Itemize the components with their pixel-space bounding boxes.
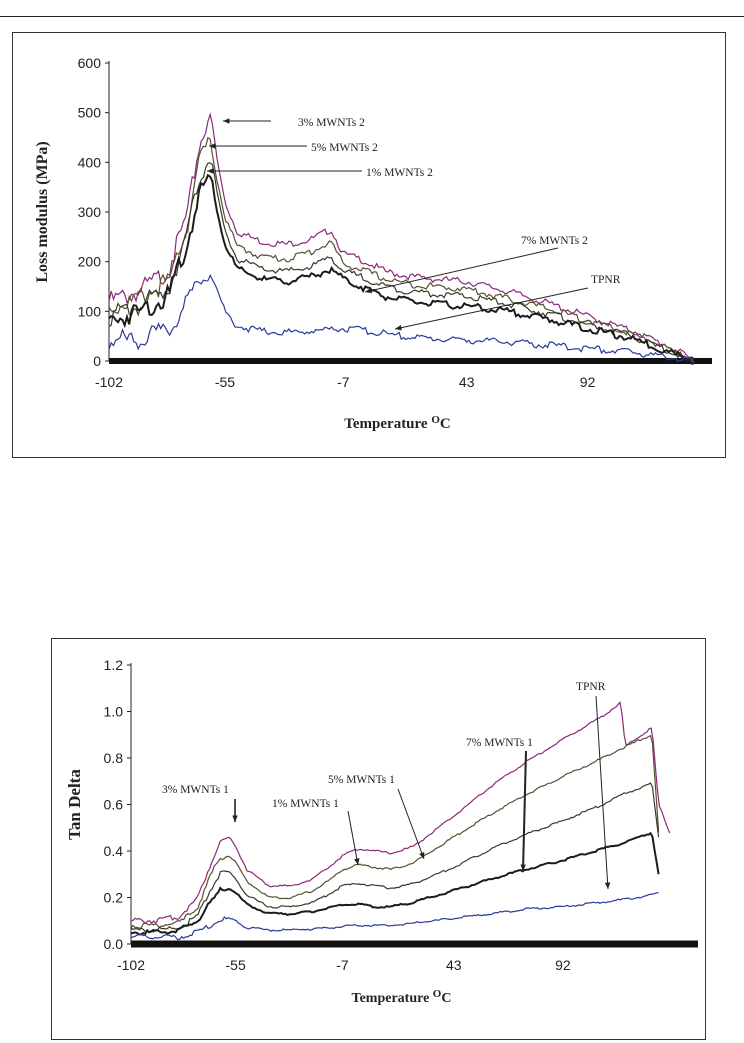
loss-modulus-series-5-mwnts-2 bbox=[108, 136, 695, 365]
tan-delta-y-tick-label: 0.8 bbox=[104, 750, 124, 766]
page-top-rule bbox=[0, 16, 744, 17]
arrow-7pct-mwnts-2-head bbox=[365, 287, 372, 294]
loss-modulus-chart: 0 100 200 300 400 500 600 -102 -55 -7 43 92 Loss mod… bbox=[34, 55, 712, 432]
tan-delta-x-axis-unit-c: C bbox=[441, 991, 451, 1006]
tan-delta-x-axis-title: Temperature OC bbox=[352, 988, 452, 1006]
tan-delta-chart-frame: 0.0 0.2 0.4 0.6 0.8 1.0 1.2 -102 -55 -7 43 92 Tan De… bbox=[51, 638, 706, 1040]
tan-delta-x-tick-label: -102 bbox=[117, 957, 145, 973]
annotation-3pct-mwnts-1: 3% MWNTs 1 bbox=[162, 784, 229, 796]
loss-modulus-y-tick-label: 300 bbox=[78, 204, 102, 220]
loss-modulus-y-tick-label: 600 bbox=[78, 55, 102, 71]
loss-modulus-y-tick-label: 500 bbox=[78, 105, 102, 121]
loss-modulus-x-axis-unit-degree: O bbox=[431, 414, 440, 426]
arrow-7pct-mwnts-1-head bbox=[520, 864, 526, 871]
arrow-3pct-mwnts-2-head bbox=[223, 118, 230, 124]
loss-modulus-x-tick-label: 92 bbox=[580, 374, 596, 390]
loss-modulus-y-tick-label: 400 bbox=[78, 154, 102, 170]
arrow-7pct-mwnts-1 bbox=[522, 750, 527, 872]
loss-modulus-x-tick-label: -55 bbox=[215, 374, 235, 390]
arrow-3pct-mwnts-1-head bbox=[232, 815, 238, 822]
loss-modulus-x-tick-label: -7 bbox=[337, 374, 350, 390]
tan-delta-y-axis-title: Tan Delta bbox=[65, 769, 84, 840]
arrow-tpnr-loss-head bbox=[395, 324, 402, 331]
tan-delta-series-1-mwnts-1 bbox=[130, 782, 660, 933]
tan-delta-series-5-mwnts-1 bbox=[130, 734, 660, 929]
loss-modulus-series-1-mwnts-2 bbox=[108, 162, 694, 360]
tan-delta-y-tick-label: 0.0 bbox=[104, 936, 124, 952]
loss-modulus-y-tick-label: 100 bbox=[78, 303, 102, 319]
tan-delta-y-tick-label: 0.2 bbox=[104, 890, 124, 906]
loss-modulus-y-axis-title: Loss modulus (MPa) bbox=[34, 141, 51, 282]
tan-delta-y-tick-label: 0.4 bbox=[104, 843, 124, 859]
tan-delta-series-3-mwnts-1 bbox=[131, 700, 671, 925]
loss-modulus-series-3-mwnts-2 bbox=[108, 112, 695, 363]
annotation-3pct-mwnts-2: 3% MWNTs 2 bbox=[298, 117, 365, 129]
loss-modulus-x-tick-label: 43 bbox=[459, 374, 475, 390]
annotation-7pct-mwnts-1: 7% MWNTs 1 bbox=[466, 737, 533, 749]
tan-delta-y-tick-label: 1.2 bbox=[104, 657, 124, 673]
tan-delta-y-tick-label: 1.0 bbox=[104, 704, 124, 720]
loss-modulus-x-axis-unit-c: C bbox=[440, 416, 451, 432]
arrow-5pct-mwnts-1 bbox=[397, 788, 425, 860]
loss-modulus-series-tpnr bbox=[108, 273, 695, 363]
tan-delta-x-axis-title-text: Temperature bbox=[352, 991, 433, 1006]
loss-modulus-series-7-mwnts-2 bbox=[108, 173, 694, 365]
tan-delta-x-tick-label: 92 bbox=[555, 957, 571, 973]
tan-delta-x-tick-label: 43 bbox=[446, 957, 462, 973]
tan-delta-x-tick-label: -55 bbox=[226, 957, 246, 973]
annotation-7pct-mwnts-2: 7% MWNTs 2 bbox=[521, 235, 588, 247]
tan-delta-x-axis-unit-degree: O bbox=[433, 988, 442, 1000]
arrow-tpnr-loss bbox=[394, 287, 589, 330]
tan-delta-y-tick-label: 0.6 bbox=[104, 797, 124, 813]
arrow-1pct-mwnts-1-head bbox=[354, 858, 360, 865]
annotation-tpnr-tan: TPNR bbox=[576, 681, 606, 693]
loss-modulus-x-tick-label: -102 bbox=[95, 374, 123, 390]
loss-modulus-x-axis-title: Temperature OC bbox=[344, 414, 450, 432]
tan-delta-series-tpnr bbox=[130, 892, 659, 941]
loss-modulus-x-axis-title-text: Temperature bbox=[344, 416, 431, 432]
annotation-1pct-mwnts-1: 1% MWNTs 1 bbox=[272, 798, 339, 810]
arrow-7pct-mwnts-2 bbox=[364, 247, 559, 293]
loss-modulus-y-tick-label: 200 bbox=[78, 254, 102, 270]
arrow-tpnr-tan-head bbox=[604, 882, 611, 889]
arrow-1pct-mwnts-2-head bbox=[207, 168, 214, 174]
tan-delta-x-tick-label: -7 bbox=[336, 957, 349, 973]
loss-modulus-chart-frame: 0 100 200 300 400 500 600 -102 -55 -7 43 92 Loss mod… bbox=[12, 32, 726, 458]
arrow-tpnr-tan bbox=[595, 695, 609, 890]
arrow-5pct-mwnts-1-head bbox=[419, 852, 425, 859]
loss-modulus-y-tick-label: 0 bbox=[93, 353, 101, 369]
annotation-5pct-mwnts-2: 5% MWNTs 2 bbox=[311, 142, 378, 154]
tan-delta-chart: 0.0 0.2 0.4 0.6 0.8 1.0 1.2 -102 -55 -7 43 92 Tan De… bbox=[65, 657, 698, 1006]
annotation-5pct-mwnts-1: 5% MWNTs 1 bbox=[328, 774, 395, 786]
arrow-5pct-mwnts-2-head bbox=[209, 143, 216, 149]
tan-delta-series-7-mwnts-1 bbox=[130, 831, 660, 936]
annotation-tpnr-loss: TPNR bbox=[591, 274, 621, 286]
arrow-1pct-mwnts-1 bbox=[347, 810, 359, 866]
annotation-1pct-mwnts-2: 1% MWNTs 2 bbox=[366, 167, 433, 179]
